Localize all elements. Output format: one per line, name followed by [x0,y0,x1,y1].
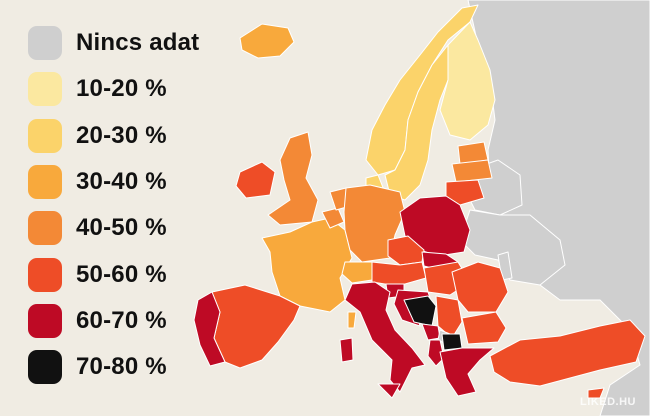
legend-swatch [28,72,62,107]
legend-item-30-40: 30-40 % [28,159,199,205]
region-latvia [451,159,493,183]
region-corsica [347,311,357,329]
legend-swatch [28,303,62,338]
legend-label: 70-80 % [76,353,167,381]
legend-swatch [28,26,62,61]
legend-item-20-30: 20-30 % [28,113,199,159]
legend-swatch [28,257,62,292]
legend-label: Nincs adat [76,29,200,57]
legend: Nincs adat 10-20 % 20-30 % 30-40 % 40-50… [28,20,199,390]
region-finland [439,21,496,141]
region-portugal [193,291,226,367]
region-united-kingdom [267,131,319,226]
region-lithuania [445,179,485,206]
legend-item-70-80: 70-80 % [28,344,199,390]
region-sicily [377,383,401,399]
region-bosnia [403,295,437,327]
region-italy [344,281,426,393]
region-montenegro [421,323,441,341]
region-switzerland [341,261,373,284]
region-france [261,217,353,313]
legend-swatch [28,211,62,246]
legend-item-no-data: Nincs adat [28,20,199,66]
region-serbia [435,295,463,339]
region-ukraine [459,209,566,286]
legend-label: 10-20 % [76,75,167,103]
region-turkey [489,319,646,387]
legend-label: 40-50 % [76,214,167,242]
region-greece [439,347,495,397]
legend-item-10-20: 10-20 % [28,66,199,112]
region-north-macedonia [441,333,463,351]
region-sweden [384,44,453,201]
region-albania [427,339,445,367]
legend-label: 30-40 % [76,168,167,196]
legend-item-40-50: 40-50 % [28,205,199,251]
region-sardinia [339,337,354,363]
legend-label: 20-30 % [76,121,167,149]
legend-item-50-60: 50-60 % [28,251,199,297]
region-iceland [239,23,295,59]
legend-label: 50-60 % [76,260,167,288]
region-austria [371,261,427,287]
region-bulgaria [461,311,507,345]
legend-swatch [28,350,62,385]
region-romania [451,261,509,313]
legend-item-60-70: 60-70 % [28,298,199,344]
legend-label: 60-70 % [76,306,167,334]
watermark: LIKED.HU [580,396,636,408]
legend-swatch [28,118,62,153]
region-cyprus [587,387,605,399]
region-belgium [321,207,345,229]
region-ireland [235,161,276,199]
legend-swatch [28,165,62,200]
